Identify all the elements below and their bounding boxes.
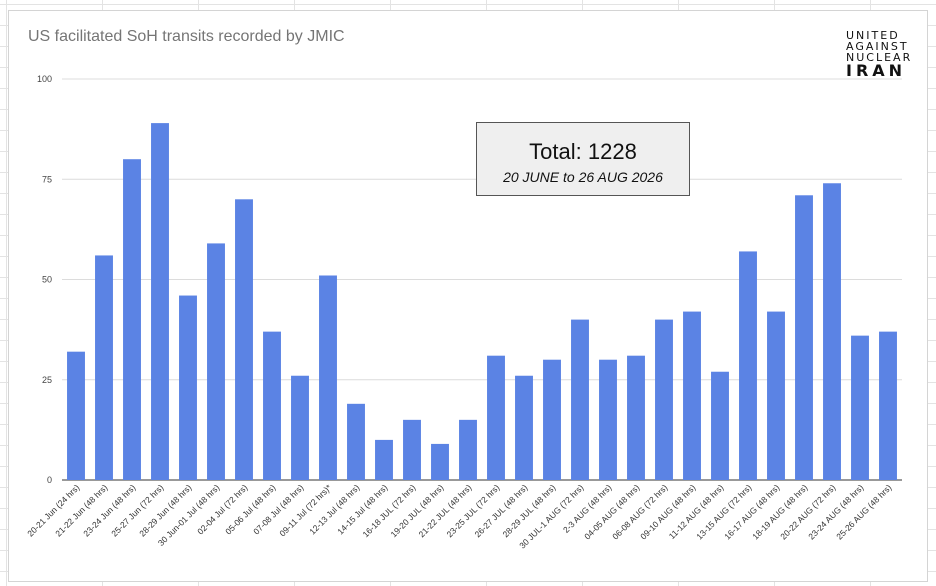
bar	[795, 195, 813, 481]
y-axis-tick-labels: 0 25 50 75 100	[37, 74, 52, 485]
bar	[347, 403, 365, 480]
bar	[403, 419, 421, 480]
x-axis-tick-labels: 20-21 Jun (24 hrs)21-22 Jun (48 hrs)23-2…	[25, 482, 893, 551]
bar	[515, 375, 533, 480]
chart-title: US facilitated SoH transits recorded by …	[28, 28, 345, 45]
x-tick-label: 12-13 Jul (48 hrs)	[307, 482, 361, 536]
bar	[263, 331, 281, 480]
total-count: Total: 1228	[529, 139, 637, 164]
total-annotation-box: Total: 1228 20 JUNE to 26 AUG 2026	[476, 122, 690, 196]
bar	[627, 355, 645, 480]
y-tick-label: 100	[37, 74, 52, 84]
x-tick-label: 14-15 Jul (48 hrs)	[335, 482, 389, 536]
gridlines	[62, 78, 902, 481]
bar	[235, 199, 253, 481]
y-tick-label: 75	[42, 174, 52, 184]
bar	[571, 319, 589, 480]
bar	[67, 351, 85, 480]
bar	[459, 419, 477, 480]
bar	[543, 359, 561, 480]
x-tick-label: 07-08 Jul (48 hrs)	[251, 482, 305, 536]
bar	[487, 355, 505, 480]
bar	[375, 439, 393, 480]
x-tick-label: 25-26 AUG (48 hrs)	[834, 482, 893, 541]
uani-logo: UNITED AGAINST NUCLEAR IRAN	[846, 30, 916, 79]
x-tick-label: 05-06 Jul (48 hrs)	[223, 482, 277, 536]
logo-line-1: UNITED	[846, 29, 900, 42]
bar	[879, 331, 897, 480]
logo-line-2: AGAINST	[846, 40, 909, 53]
bar	[655, 319, 673, 480]
logo-line-3: NUCLEAR	[846, 51, 913, 64]
bar	[319, 275, 337, 480]
bar	[599, 359, 617, 480]
bar	[207, 243, 225, 480]
date-range: 20 JUNE to 26 AUG 2026	[503, 169, 663, 185]
bar	[291, 375, 309, 480]
y-tick-label: 0	[47, 475, 52, 485]
bar	[711, 371, 729, 480]
bar	[683, 311, 701, 480]
y-tick-label: 25	[42, 375, 52, 385]
logo-line-4: IRAN	[846, 61, 907, 80]
bar	[823, 183, 841, 480]
bar	[151, 123, 169, 481]
bar	[767, 311, 785, 480]
x-tick-label: 02-04 Jul (72 hrs)	[195, 482, 249, 536]
bar	[739, 251, 757, 480]
bar	[179, 295, 197, 480]
bar	[95, 255, 113, 480]
bar	[431, 443, 449, 480]
bars	[67, 123, 897, 481]
y-tick-label: 50	[42, 275, 52, 285]
x-tick-label: 2-3 AUG (48 hrs)	[561, 482, 614, 535]
bar	[123, 159, 141, 480]
bar	[851, 335, 869, 480]
